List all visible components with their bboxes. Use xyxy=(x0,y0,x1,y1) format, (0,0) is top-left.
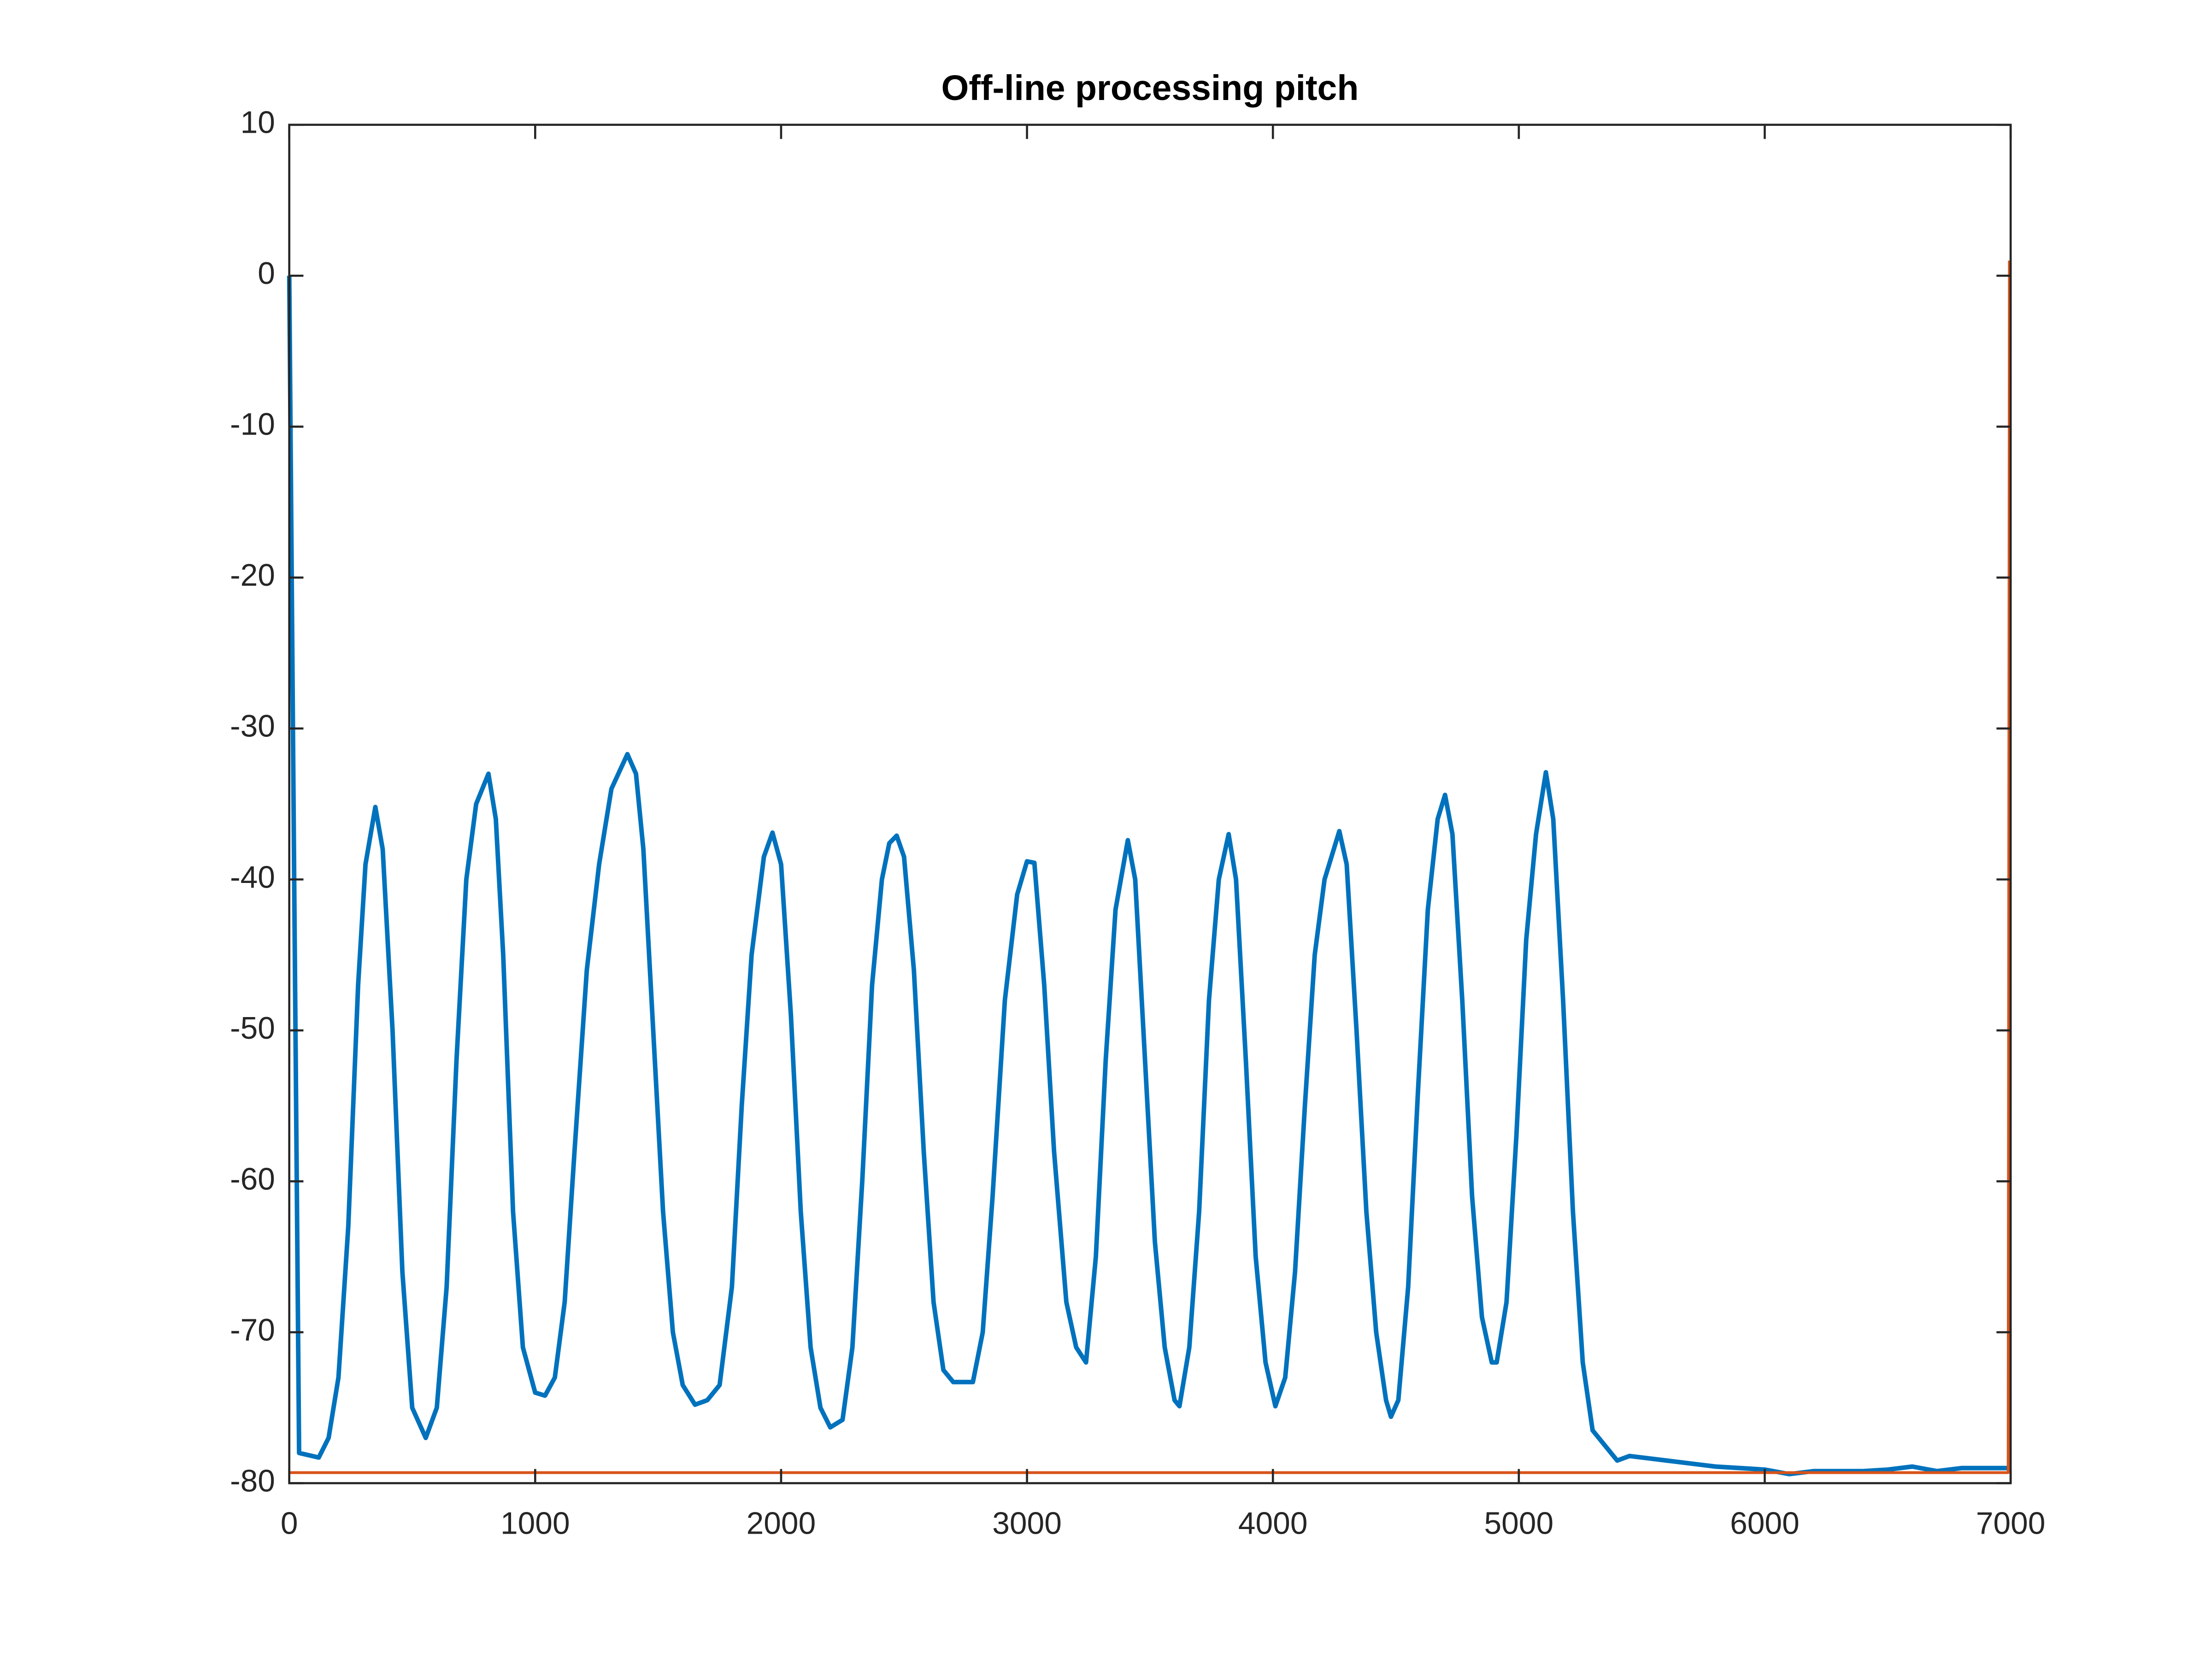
x-tick-label: 0 xyxy=(281,1506,298,1541)
y-tick-label: 10 xyxy=(241,106,275,140)
y-tick-label: -50 xyxy=(230,1011,275,1046)
x-tick-label: 6000 xyxy=(1730,1506,1800,1541)
y-tick-label: -10 xyxy=(230,407,275,442)
x-tick-label: 7000 xyxy=(1976,1506,2046,1541)
y-tick-label: -40 xyxy=(230,860,275,894)
x-tick-label: 3000 xyxy=(992,1506,1062,1541)
data-line xyxy=(289,260,2011,1474)
data-line xyxy=(287,276,2008,1477)
chart-title: Off-line processing pitch xyxy=(941,68,1359,108)
y-tick-label: -80 xyxy=(230,1464,275,1498)
x-tick-label: 2000 xyxy=(747,1506,816,1541)
x-tick-label: 5000 xyxy=(1484,1506,1554,1541)
y-tick-label: -60 xyxy=(230,1162,275,1196)
y-tick-label: 0 xyxy=(258,256,275,291)
plot-frame xyxy=(288,124,2012,1484)
y-tick-label: -30 xyxy=(230,709,275,744)
y-tick-label: -20 xyxy=(230,558,275,593)
y-tick-label: -70 xyxy=(230,1313,275,1347)
x-tick-label: 4000 xyxy=(1238,1506,1308,1541)
x-tick-label: 1000 xyxy=(500,1506,570,1541)
